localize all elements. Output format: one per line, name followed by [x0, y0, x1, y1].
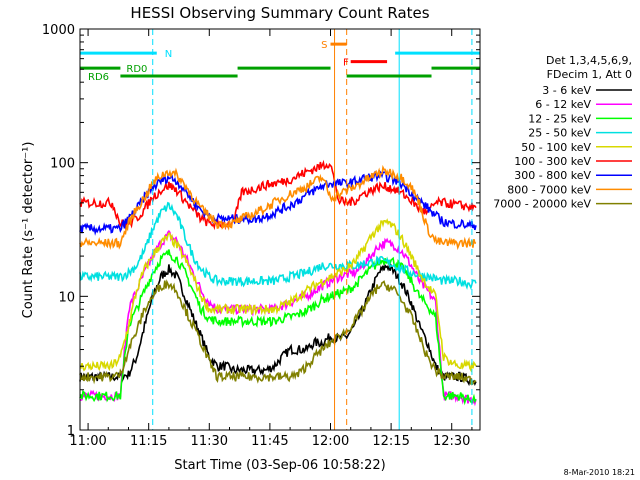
y-tick-label: 1000 [42, 23, 75, 38]
x-tick-label: 11:00 [69, 434, 106, 449]
y-tick-label: 10 [58, 290, 75, 305]
series-line-3 [79, 249, 477, 406]
x-tick-label: 11:30 [191, 434, 228, 449]
footer-timestamp: 8-Mar-2010 18:21 [564, 468, 635, 477]
flag-label: N [165, 49, 172, 60]
series-line-1 [79, 263, 477, 387]
legend-label: 25 - 50 keV [528, 127, 591, 140]
chart-title: HESSI Observing Summary Count Rates [130, 4, 429, 22]
legend-label: 7000 - 20000 keV [493, 198, 591, 211]
y-tick-label: 1 [67, 424, 75, 439]
x-tick-label: 12:00 [312, 434, 349, 449]
legend-label: 800 - 7000 keV [507, 183, 591, 196]
x-tick-label: 12:15 [372, 434, 409, 449]
flag-label: S [321, 40, 327, 51]
x-axis-label: Start Time (03-Sep-06 10:58:22) [174, 458, 385, 473]
legend-label: 300 - 800 keV [514, 169, 591, 182]
series-layer [79, 159, 477, 407]
legend-label: 12 - 25 keV [528, 112, 591, 125]
legend-header-line-1: Det 1,3,4,5,6,9, [546, 54, 632, 67]
legend-label: 6 - 12 keV [535, 98, 591, 111]
series-line-8 [79, 164, 477, 251]
series-line-5 [79, 218, 477, 373]
y-axis-label: Count Rate (s⁻¹ detector⁻¹) [21, 142, 36, 319]
flag-label: RD6 [88, 72, 109, 83]
flag-label: F [343, 58, 349, 69]
series-line-4 [79, 201, 477, 291]
flag-label: RD0 [126, 64, 147, 75]
x-tick-label: 11:15 [130, 434, 167, 449]
legend-label: 100 - 300 keV [514, 155, 591, 168]
flag-layer: N S F RD0 RD6 [79, 29, 480, 430]
axis-layer: 11:00 11:15 11:30 11:45 12:00 12:15 12:30 1 10 10… [42, 23, 480, 449]
plot-frame [79, 28, 481, 431]
x-tick-label: 11:45 [251, 434, 288, 449]
legend-label: 50 - 100 keV [521, 141, 591, 154]
legend-label: 3 - 6 keV [542, 84, 591, 97]
series-line-9 [79, 279, 477, 386]
x-tick-label: 12:30 [433, 434, 470, 449]
series-line-6 [79, 159, 477, 231]
legend-header-line-2: FDecim 1, Att 0 [547, 68, 632, 81]
y-tick-label: 100 [50, 157, 75, 172]
